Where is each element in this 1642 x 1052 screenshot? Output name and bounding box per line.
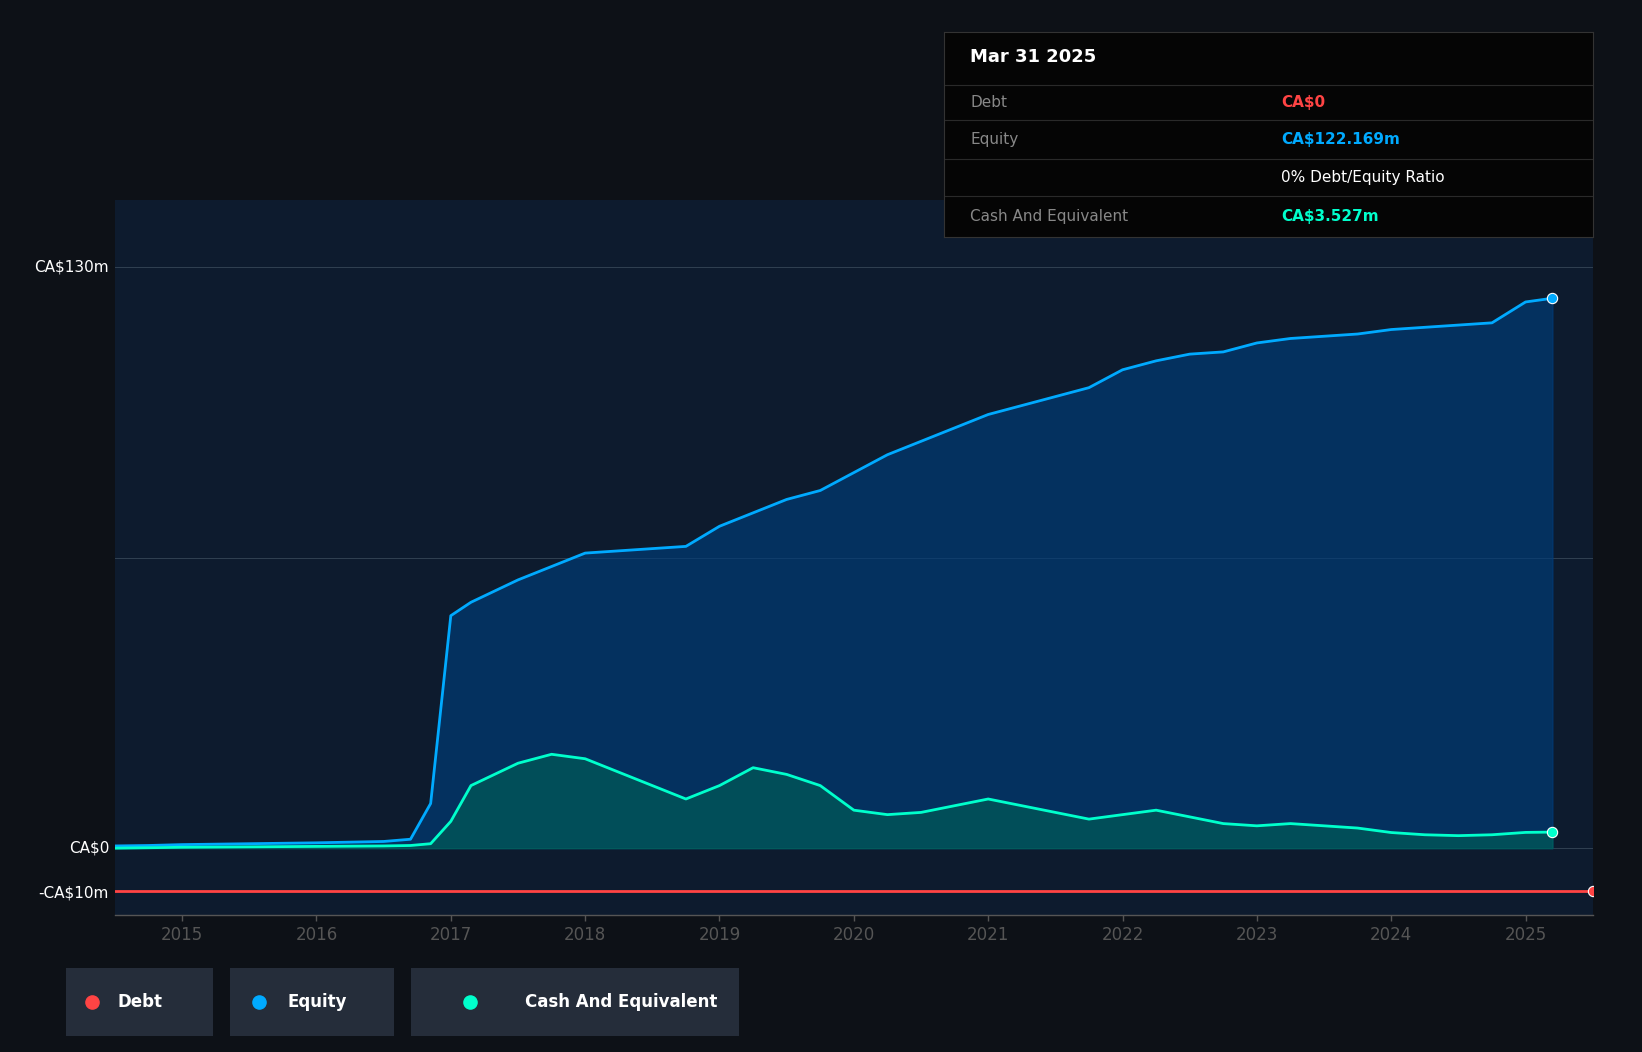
Text: 0% Debt/Equity Ratio: 0% Debt/Equity Ratio: [1281, 169, 1445, 185]
Text: CA$0: CA$0: [69, 841, 108, 855]
Text: Cash And Equivalent: Cash And Equivalent: [525, 993, 718, 1011]
Text: Debt: Debt: [118, 993, 163, 1011]
Point: [1580, 883, 1606, 899]
Text: Cash And Equivalent: Cash And Equivalent: [970, 208, 1128, 224]
Point: [1539, 824, 1565, 841]
Point: [79, 993, 105, 1010]
Text: Equity: Equity: [970, 132, 1018, 147]
Text: -CA$10m: -CA$10m: [39, 886, 108, 901]
Point: [456, 993, 483, 1010]
Point: [246, 993, 273, 1010]
Text: CA$3.527m: CA$3.527m: [1281, 208, 1379, 224]
Text: CA$0: CA$0: [1281, 95, 1325, 109]
Text: Equity: Equity: [287, 993, 346, 1011]
Text: CA$122.169m: CA$122.169m: [1281, 132, 1401, 147]
Text: CA$130m: CA$130m: [34, 260, 108, 275]
Text: Debt: Debt: [970, 95, 1007, 109]
Point: [1539, 289, 1565, 307]
Text: Mar 31 2025: Mar 31 2025: [970, 48, 1097, 66]
